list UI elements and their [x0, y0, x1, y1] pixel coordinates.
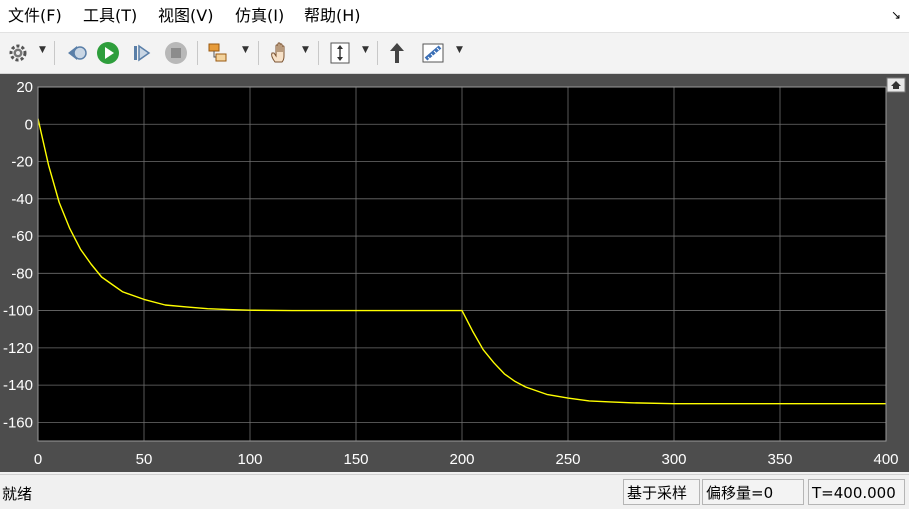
- time-indicator: T=400.000: [808, 479, 905, 505]
- toolbar: ▼ ▼ ▼ ▼ ▼: [0, 32, 909, 74]
- signal-traces: [37, 118, 886, 405]
- y-tick-label: -20: [11, 154, 33, 171]
- scope-display: 20 0 -20 -40 -60 -80 -100 -120 -140 -160 0 50 100 15…: [0, 74, 909, 472]
- x-tick-label: 250: [555, 451, 580, 468]
- x-tick-label: 350: [767, 451, 792, 468]
- toolbar-separator: [318, 41, 319, 65]
- highlight-block-icon[interactable]: [383, 37, 411, 69]
- menu-bar: 文件(F) 工具(T) 视图(V) 仿真(I) 帮助(H) ↘: [0, 0, 909, 32]
- scope-plot[interactable]: 200-20-40-60-80-100-120-140-160 0 50 100 15…: [0, 74, 909, 472]
- x-axis-ticks: 0 50 100 150 200 250 300 350 400: [34, 451, 899, 468]
- toolbar-separator: [377, 41, 378, 65]
- y-axis-ticks: 20 0 -20 -40 -60 -80 -100 -120 -140 -160: [3, 79, 33, 431]
- y-tick-label: 0: [25, 116, 33, 133]
- status-bar: 就绪 基于采样 偏移量=0 T=400.000: [0, 474, 909, 509]
- toolbar-separator: [54, 41, 55, 65]
- y-tick-label: -100: [3, 303, 33, 320]
- x-tick-label: 0: [34, 451, 42, 468]
- measurement-dropdown-icon[interactable]: ▼: [456, 45, 463, 55]
- menu-view[interactable]: 视图(V): [158, 6, 214, 25]
- signal-selector-icon[interactable]: [204, 37, 232, 69]
- measurement-ruler-icon[interactable]: [417, 37, 449, 69]
- x-tick-label: 50: [136, 451, 153, 468]
- x-tick-label: 400: [873, 451, 898, 468]
- stop-icon[interactable]: [162, 37, 190, 69]
- scale-axes-icon[interactable]: [325, 37, 355, 69]
- menu-tools[interactable]: 工具(T): [83, 6, 138, 25]
- menu-simulation[interactable]: 仿真(I): [235, 6, 285, 25]
- menu-help[interactable]: 帮助(H): [304, 6, 361, 25]
- run-icon[interactable]: [94, 37, 122, 69]
- x-tick-label: 100: [237, 451, 262, 468]
- signal-dropdown-icon[interactable]: ▼: [242, 45, 249, 55]
- pan-dropdown-icon[interactable]: ▼: [302, 45, 309, 55]
- toolbar-separator: [197, 41, 198, 65]
- legend-toggle-icon[interactable]: [886, 77, 906, 93]
- y-tick-label: -160: [3, 414, 33, 431]
- y-tick-label: -60: [11, 228, 33, 245]
- step-forward-icon[interactable]: [128, 37, 156, 69]
- plot-border: [37, 86, 887, 442]
- x-tick-label: 150: [343, 451, 368, 468]
- offset-indicator: 偏移量=0: [702, 479, 804, 505]
- scale-dropdown-icon[interactable]: ▼: [362, 45, 369, 55]
- y-tick-label: -40: [11, 191, 33, 208]
- y-tick-label: -140: [3, 377, 33, 394]
- y-tick-label: -120: [3, 340, 33, 357]
- x-tick-label: 300: [661, 451, 686, 468]
- y-tick-label: -80: [11, 265, 33, 282]
- settings-dropdown-icon[interactable]: ▼: [39, 45, 46, 55]
- undock-arrow-icon[interactable]: ↘: [890, 8, 901, 22]
- step-back-icon[interactable]: [62, 37, 90, 69]
- toolbar-separator: [258, 41, 259, 65]
- x-tick-label: 200: [449, 451, 474, 468]
- signal-trace: [37, 118, 886, 405]
- status-ready-text: 就绪: [2, 485, 33, 503]
- menu-file[interactable]: 文件(F): [8, 6, 62, 25]
- y-tick-label: 20: [16, 79, 33, 96]
- gear-icon[interactable]: [4, 37, 32, 69]
- pan-hand-icon[interactable]: [265, 37, 295, 69]
- sample-based-indicator: 基于采样: [623, 479, 700, 505]
